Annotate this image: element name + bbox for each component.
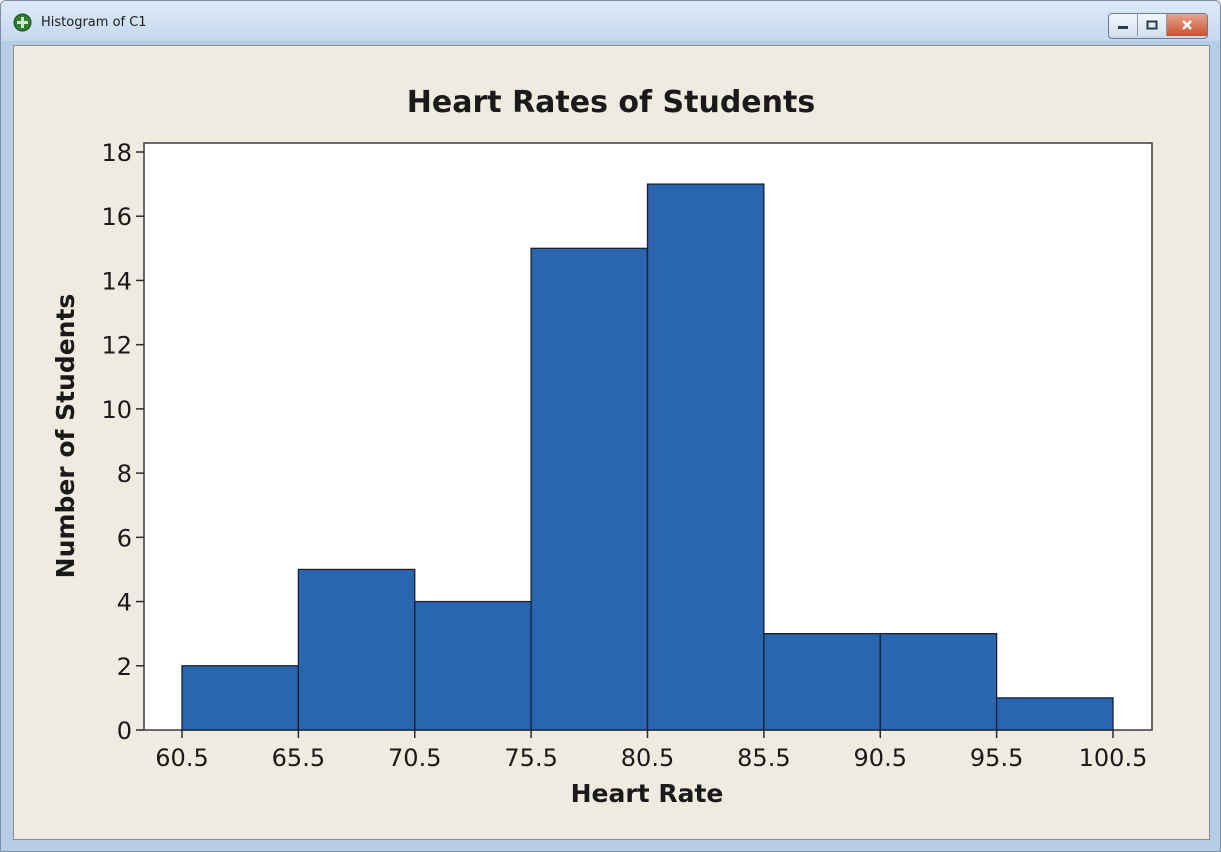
histogram-bar-1 <box>297 568 416 731</box>
minimize-button[interactable] <box>1109 14 1138 36</box>
histogram-bar-2 <box>414 600 532 731</box>
minitab-graph-icon <box>13 13 32 32</box>
y-tick-label-1: 2 <box>117 653 132 681</box>
y-tick-label-0: 0 <box>117 717 132 745</box>
close-button[interactable] <box>1167 14 1207 36</box>
y-tick-label-6: 12 <box>101 332 132 360</box>
restore-button[interactable] <box>1138 14 1167 36</box>
y-tick-label-3: 6 <box>117 524 132 552</box>
y-axis-label: Number of Students <box>51 294 80 579</box>
histogram-bar-5 <box>763 633 881 731</box>
histogram-chart: Heart Rates of Students 024681012141618 … <box>51 85 1153 808</box>
bars-group <box>181 183 1114 731</box>
histogram-bar-4 <box>646 183 765 731</box>
x-tick-label-8: 100.5 <box>1079 744 1148 772</box>
graph-area: Heart Rates of Students 0 2 4 6 8 10 12 14 16 18 … <box>13 45 1210 840</box>
y-tick-label-4: 8 <box>117 460 132 488</box>
x-axis-label: Heart Rate <box>571 779 724 808</box>
y-tick-label-9: 18 <box>101 139 132 167</box>
histogram-bar-0 <box>181 665 300 731</box>
x-tick-label-6: 90.5 <box>854 744 907 772</box>
chart-title: Heart Rates of Students <box>407 85 815 120</box>
x-tick-label-7: 95.5 <box>970 744 1023 772</box>
x-tick-label-4: 80.5 <box>621 744 674 772</box>
y-tick-label-2: 4 <box>117 589 132 617</box>
y-axis: 0 2 4 6 8 10 12 14 16 18 <box>101 139 144 745</box>
x-tick-label-5: 85.5 <box>737 744 790 772</box>
window-title: Histogram of C1 <box>41 15 147 30</box>
x-tick-label-0: 60.5 <box>155 744 208 772</box>
window-controls <box>1108 13 1208 39</box>
histogram-bar-6 <box>879 633 998 731</box>
x-tick-label-2: 70.5 <box>388 744 441 772</box>
title-bar[interactable]: Histogram of C1 <box>1 1 1220 41</box>
histogram-bar-3 <box>530 247 649 731</box>
x-axis: 60.5 65.5 70.5 75.5 80.5 85.5 90.5 95.5 100.5 <box>155 730 1147 772</box>
y-tick-label-8: 16 <box>101 203 132 231</box>
close-icon <box>1182 20 1192 30</box>
y-tick-label-7: 14 <box>101 267 132 295</box>
histogram-bar-7 <box>995 697 1114 731</box>
minimize-icon <box>1118 26 1128 29</box>
restore-icon <box>1146 20 1158 30</box>
y-tick-label-5: 10 <box>101 396 132 424</box>
x-tick-label-3: 75.5 <box>504 744 557 772</box>
x-tick-label-1: 65.5 <box>272 744 325 772</box>
